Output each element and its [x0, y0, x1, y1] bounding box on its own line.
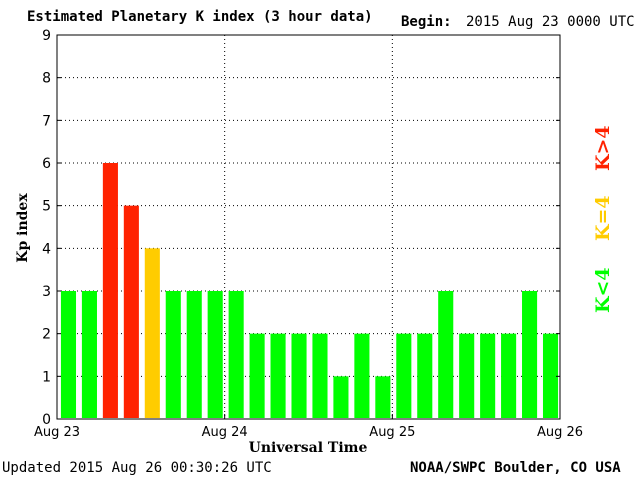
- y-tick-label: 0: [42, 412, 51, 428]
- y-tick-label: 9: [42, 28, 51, 44]
- kp-bar: [249, 333, 265, 418]
- kp-bar: [480, 333, 496, 418]
- kp-bar: [501, 333, 517, 418]
- kp-bar: [228, 291, 244, 418]
- kp-bar: [102, 163, 118, 418]
- kp-bar: [396, 333, 412, 418]
- kp-bar: [165, 291, 181, 418]
- y-tick-label: 2: [42, 327, 51, 343]
- kp-bar: [60, 291, 77, 418]
- kp-bar: [354, 333, 370, 418]
- legend-k-equal-4: K=4: [592, 195, 614, 241]
- kp-bar: [459, 333, 475, 418]
- kp-bar: [207, 291, 223, 418]
- y-tick-label: 8: [42, 71, 51, 87]
- kp-bar: [333, 376, 349, 418]
- legend-k-above-4: K>4: [592, 125, 614, 171]
- kp-bar: [291, 333, 307, 418]
- chart-title: Estimated Planetary K index (3 hour data…: [27, 9, 373, 25]
- x-ticks: Aug 23 Aug 24 Aug 25 Aug 26: [34, 414, 583, 440]
- kp-bar: [542, 333, 559, 418]
- x-tick-label: Aug 23: [34, 425, 80, 440]
- kp-bar: [375, 376, 391, 418]
- y-axis-label: Kp index: [15, 193, 31, 263]
- x-axis-label: Universal Time: [249, 440, 368, 456]
- bars: [60, 163, 559, 418]
- y-tick-label: 7: [42, 113, 51, 129]
- kp-bar: [312, 333, 328, 418]
- y-ticks: 0 1 2 3 4 5 6 7 8 9: [42, 28, 560, 428]
- begin-value: 2015 Aug 23 0000 UTC: [466, 14, 635, 30]
- plot-frame: [56, 34, 561, 420]
- y-tick-label: 1: [42, 369, 51, 385]
- updated-timestamp: Updated 2015 Aug 26 00:30:26 UTC: [2, 460, 272, 476]
- y-tick-label: 4: [42, 241, 51, 257]
- legend-k-below-4: K<4: [592, 267, 614, 313]
- kp-bar: [123, 205, 139, 418]
- y-tick-label: 6: [42, 156, 51, 172]
- x-tick-label: Aug 26: [537, 425, 583, 440]
- begin-label: Begin:: [401, 14, 452, 30]
- kp-bar: [144, 248, 160, 418]
- kp-bar: [81, 291, 97, 418]
- x-tick-label: Aug 24: [202, 425, 248, 440]
- kp-bar: [522, 291, 538, 418]
- kp-bar: [270, 333, 286, 418]
- kp-bar: [438, 291, 454, 418]
- grid-lines: [57, 35, 560, 419]
- kp-bar: [186, 291, 202, 418]
- kp-bar: [417, 333, 433, 418]
- source-credit: NOAA/SWPC Boulder, CO USA: [410, 460, 621, 476]
- y-tick-label: 5: [42, 199, 51, 215]
- x-tick-label: Aug 25: [369, 425, 415, 440]
- y-tick-label: 3: [42, 284, 51, 300]
